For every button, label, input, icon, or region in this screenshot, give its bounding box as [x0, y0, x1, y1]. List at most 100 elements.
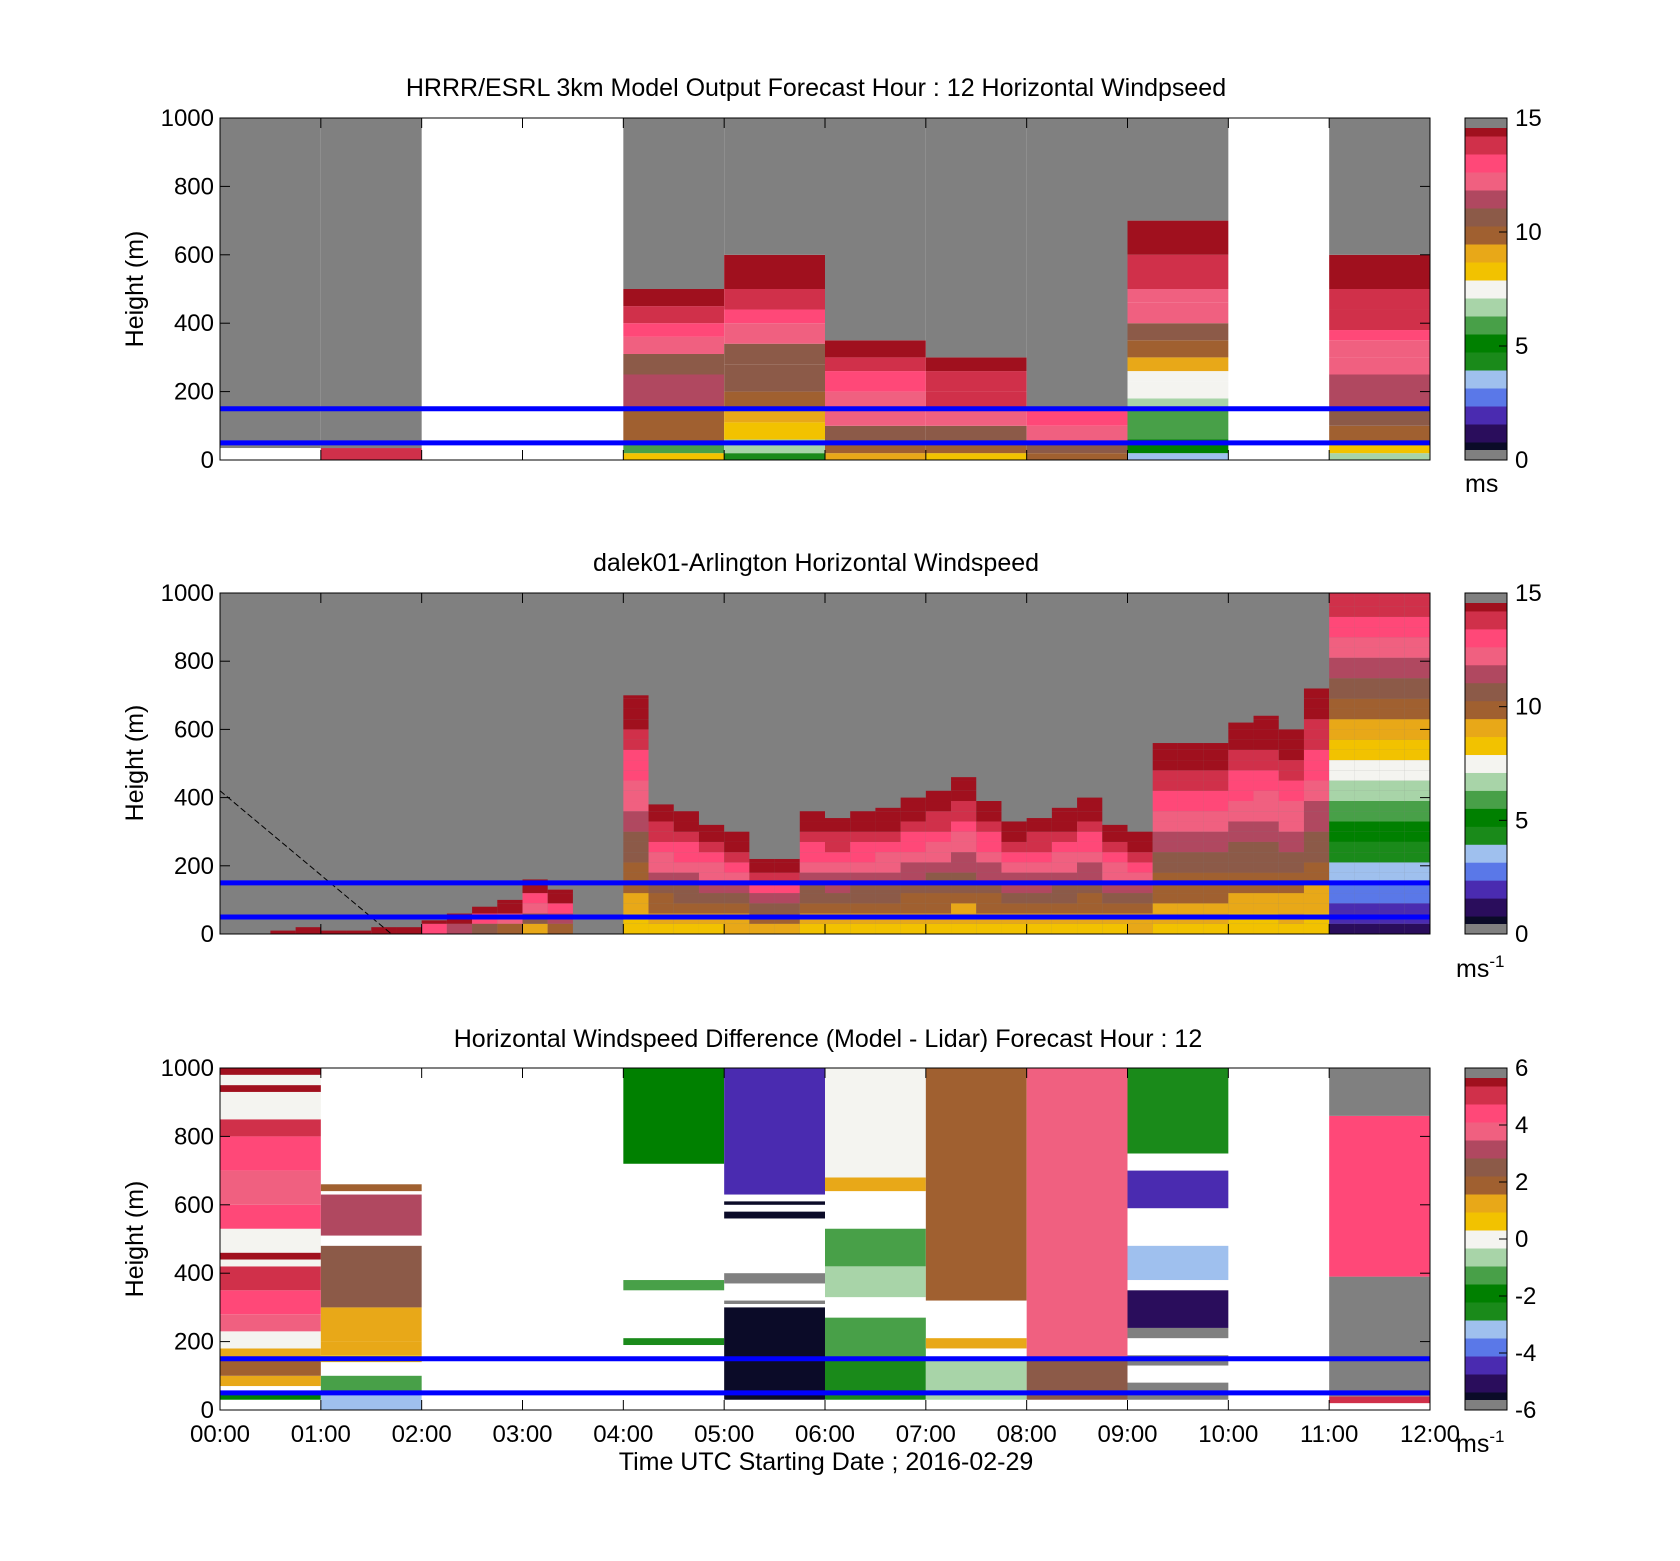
- lidar-cell-43-6: [1303, 862, 1330, 873]
- lidar-cell-39-0: [1203, 923, 1229, 934]
- heat-cell-0-6: [220, 1290, 321, 1315]
- lidar-cell-38-8: [1177, 841, 1204, 853]
- lidar-cell-31-3: [1001, 893, 1027, 904]
- lidar-cell-21-7: [749, 858, 775, 863]
- lidar-cell-31-5: [1001, 872, 1027, 883]
- panel-model-title: HRRR/ESRL 3km Model Output Forecast Hour…: [406, 74, 1226, 102]
- heat-cell-5-2: [825, 425, 926, 443]
- lidar-cell-42-15: [1278, 770, 1304, 781]
- lidar-cell-33-2: [1051, 903, 1078, 914]
- lidar-cell-44-13: [1329, 790, 1355, 802]
- lidar-cell-45-4: [1354, 882, 1380, 894]
- lidar-cell-23-9: [799, 831, 825, 842]
- heat-cell-0-1: [220, 118, 321, 449]
- lidar-cell-42-7: [1278, 852, 1304, 863]
- lidar-cell-16-9: [623, 831, 649, 842]
- lidar-cell-42-3: [1278, 893, 1304, 904]
- lidar-cell-46-2: [1379, 903, 1405, 914]
- colorbar-tick-label-0: 0: [1515, 1226, 1528, 1253]
- xtick-label-6: 06:00: [795, 1421, 855, 1448]
- lidar-cell-46-29: [1379, 627, 1405, 638]
- panel-lidar-ylabel: Height (m): [121, 705, 149, 822]
- lidar-cell-47-16: [1404, 760, 1430, 771]
- lidar-cell-41-14: [1253, 780, 1279, 791]
- lidar-cell-26-5: [875, 872, 901, 883]
- heat-cell-4-1: [724, 1300, 825, 1304]
- lidar-cell-17-3: [648, 893, 674, 904]
- colorbar-swatch-16: [1465, 154, 1507, 173]
- heat-cell-1-5: [320, 1245, 422, 1308]
- panel-lidar-colorbar: 0 5 10 15: [1464, 580, 1542, 948]
- lidar-cell-16-20: [623, 719, 649, 730]
- lidar-cell-11-2: [497, 903, 523, 914]
- lidar-cell-44-14: [1329, 780, 1355, 791]
- lidar-cell-46-12: [1379, 801, 1405, 812]
- lidar-cell-32-5: [1026, 872, 1052, 883]
- lidar-cell-22-0: [774, 923, 800, 934]
- lidar-cell-45-6: [1354, 862, 1380, 873]
- lidar-cell-38-2: [1177, 903, 1204, 914]
- lidar-cell-45-33: [1354, 593, 1380, 597]
- heat-cell-7-1: [1026, 442, 1128, 454]
- lidar-cell-33-3: [1051, 893, 1078, 904]
- panel-diff-colorbar-unit: ms-1: [1456, 1427, 1504, 1458]
- lidar-cell-23-2: [799, 903, 825, 914]
- lidar-cell-36-5: [1127, 872, 1153, 883]
- lidar-cell-37-5: [1152, 872, 1178, 883]
- lidar-cell-45-17: [1354, 749, 1380, 761]
- lidar-cell-30-2: [976, 903, 1002, 914]
- lidar-cell-41-9: [1253, 831, 1279, 842]
- lidar-cell-45-25: [1354, 668, 1380, 679]
- heat-cell-10-2: [1329, 1115, 1430, 1277]
- lidar-cell-24-5: [825, 872, 851, 883]
- lidar-cell-21-2: [749, 903, 775, 914]
- lidar-cell-39-12: [1203, 801, 1229, 812]
- panel-diff-heatmap: [220, 1068, 1430, 1410]
- lidar-cell-28-11: [925, 811, 952, 822]
- colorbar-swatch-12: [1465, 1176, 1507, 1195]
- lidar-cell-46-19: [1379, 729, 1405, 740]
- lidar-cell-39-4: [1203, 882, 1229, 894]
- lidar-cell-19-10: [698, 824, 725, 832]
- ytick-label-400: 400: [174, 785, 214, 812]
- lidar-cell-40-3: [1228, 893, 1254, 904]
- lidar-cell-47-12: [1404, 801, 1430, 812]
- lidar-cell-42-5: [1278, 872, 1304, 883]
- lidar-cell-24-6: [825, 862, 851, 873]
- lidar-cell-40-4: [1228, 882, 1254, 894]
- lidar-cell-17-4: [648, 882, 674, 894]
- lidar-cell-19-9: [698, 831, 725, 842]
- lidar-cell-38-4: [1177, 882, 1204, 894]
- lidar-cell-21-6: [749, 862, 775, 873]
- colorbar-swatch-15: [1465, 646, 1507, 666]
- lidar-cell-34-2: [1077, 903, 1103, 914]
- lidar-cell-22-5: [774, 872, 800, 883]
- lidar-cell-12-3: [522, 893, 548, 904]
- lidar-cell-46-13: [1379, 790, 1405, 802]
- lidar-cell-46-14: [1379, 780, 1405, 791]
- lidar-cell-37-18: [1152, 743, 1178, 750]
- colorbar-tick-label-15: 15: [1515, 105, 1542, 132]
- colorbar-tick-label-5: 5: [1515, 333, 1528, 360]
- lidar-cell-43-0: [1303, 923, 1330, 934]
- heat-cell-1-4: [320, 1307, 422, 1342]
- lidar-cell-45-3: [1354, 893, 1380, 904]
- lidar-cell-30-7: [976, 852, 1002, 863]
- lidar-cell-34-6: [1077, 862, 1103, 873]
- heat-cell-4-9: [724, 289, 825, 310]
- lidar-cell-40-2: [1228, 903, 1254, 914]
- lidar-cell-46-10: [1379, 821, 1405, 832]
- lidar-cell-19-8: [698, 841, 725, 853]
- lidar-cell-32-3: [1026, 893, 1052, 904]
- heat-cell-1-6: [320, 1194, 422, 1236]
- lidar-cell-29-0: [951, 923, 977, 934]
- lidar-cell-27-12: [900, 801, 926, 812]
- lidar-cell-16-22: [623, 698, 649, 709]
- heat-cell-8-10: [1127, 289, 1229, 303]
- lidar-cell-24-11: [825, 818, 851, 822]
- colorbar-tick-label-0: 0: [1515, 921, 1528, 948]
- heat-cell-8-2: [1127, 1327, 1229, 1339]
- heat-cell-0-3: [220, 1348, 321, 1359]
- lidar-cell-36-6: [1127, 862, 1153, 873]
- colorbar-tick-label-5: 5: [1515, 807, 1528, 834]
